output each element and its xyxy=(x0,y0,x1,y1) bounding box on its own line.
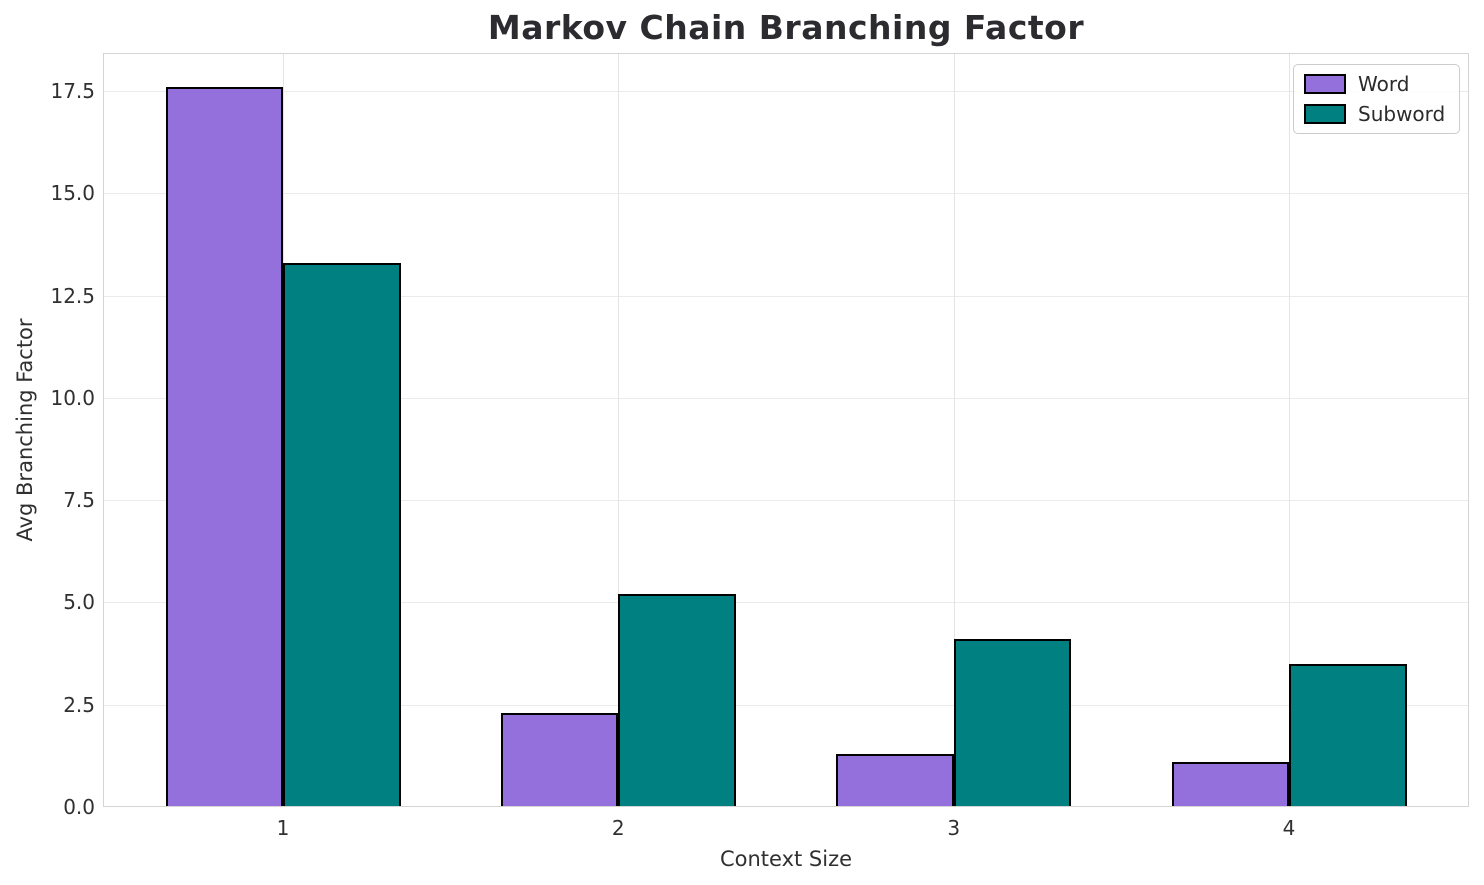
bar-word-1 xyxy=(165,87,283,807)
x-gridline xyxy=(618,53,620,807)
bar-subword-2 xyxy=(618,594,736,807)
x-tick-label: 2 xyxy=(611,816,625,840)
bar-subword-1 xyxy=(283,263,401,807)
y-gridline xyxy=(103,91,1469,93)
y-tick-label: 7.5 xyxy=(63,488,95,513)
bar-word-4 xyxy=(1171,762,1289,807)
x-tick-label: 3 xyxy=(947,816,961,840)
legend-item-word: Word xyxy=(1304,72,1449,96)
y-gridline xyxy=(103,704,1469,706)
y-tick-label: 10.0 xyxy=(50,385,95,410)
y-tick-label: 15.0 xyxy=(50,181,95,206)
x-gridline xyxy=(1289,53,1290,807)
bar-word-3 xyxy=(836,754,954,807)
legend-swatch-word-icon xyxy=(1304,74,1346,94)
plot-area xyxy=(103,53,1469,807)
x-tick-label: 1 xyxy=(276,816,290,840)
y-gridline xyxy=(103,295,1469,297)
legend-swatch-subword-icon xyxy=(1304,104,1346,124)
legend-label-word: Word xyxy=(1358,72,1410,96)
bar-subword-3 xyxy=(953,639,1072,807)
y-tick-label: 0.0 xyxy=(63,795,95,819)
legend: Word Subword xyxy=(1293,64,1460,134)
x-tick-label: 4 xyxy=(1282,816,1296,840)
y-gridline xyxy=(103,193,1469,195)
bar-word-2 xyxy=(500,713,619,807)
y-tick-label: 12.5 xyxy=(50,283,95,308)
chart-title: Markov Chain Branching Factor xyxy=(487,8,1085,47)
legend-item-subword: Subword xyxy=(1304,102,1449,126)
y-tick-label: 17.5 xyxy=(50,79,95,104)
x-axis-label: Context Size xyxy=(719,847,853,871)
legend-label-subword: Subword xyxy=(1358,102,1446,126)
y-tick-label: 2.5 xyxy=(63,692,95,717)
y-gridline xyxy=(103,602,1469,604)
y-gridline xyxy=(103,397,1469,399)
y-gridline xyxy=(103,500,1469,502)
x-gridline xyxy=(953,53,955,807)
bar-subword-4 xyxy=(1289,664,1407,807)
y-tick-label: 5.0 xyxy=(63,590,95,615)
